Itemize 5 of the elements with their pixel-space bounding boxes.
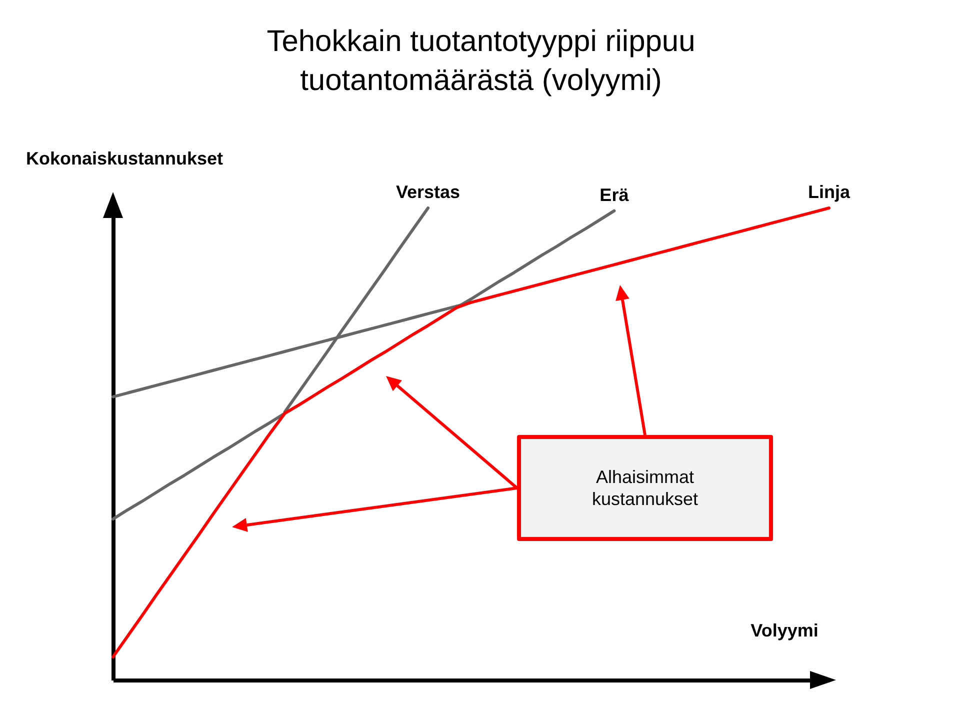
y-axis-title: Kokonaiskustannukset (26, 148, 224, 168)
series-label: Linja (808, 182, 851, 202)
series-label: Erä (600, 184, 630, 205)
series-label: Verstas (396, 182, 460, 202)
chart-title: Tehokkain tuotantotyyppi riippuu tuotantomäärästä (volyymi) (266, 25, 696, 97)
